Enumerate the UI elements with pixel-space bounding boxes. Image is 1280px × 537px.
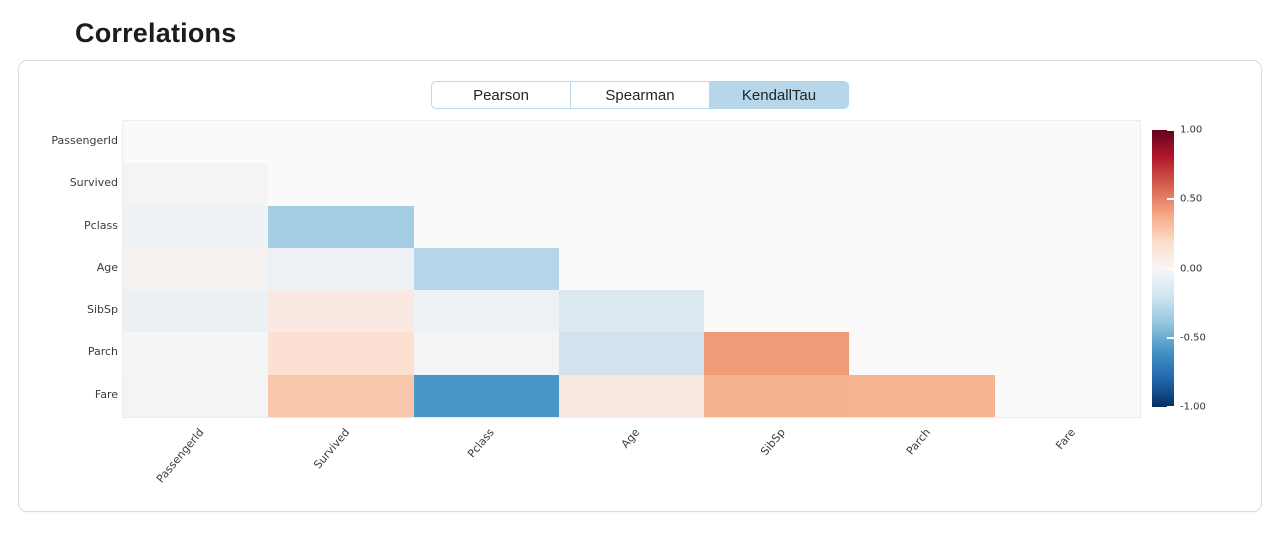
heatmap-cell-fare-survived [268, 374, 414, 417]
heatmap-cell-sibsp-age [558, 290, 705, 333]
heatmap-cell-parch-passengerid [123, 332, 269, 375]
colorbar-tick [1167, 129, 1174, 131]
y-axis-label-passengerid: PassengerId [51, 134, 118, 147]
heatmap-cell-pclass-passengerid [123, 205, 269, 248]
y-axis-label-pclass: Pclass [84, 218, 118, 232]
heatmap-cell-parch-age [558, 332, 705, 375]
heatmap-cell-sibsp-survived [268, 290, 414, 333]
colorbar-tick-label: 0.00 [1180, 263, 1203, 274]
tab-kendalltau[interactable]: KendallTau [709, 81, 849, 109]
heatmap-cell-fare-parch [849, 374, 995, 417]
colorbar-tick [1167, 198, 1174, 201]
heatmap-cell-age-passengerid [123, 247, 269, 291]
x-axis-label-pclass: Pclass [465, 426, 498, 461]
y-axis-label-fare: Fare [94, 387, 118, 401]
y-axis-label-sibsp: SibSp [87, 303, 118, 317]
x-axis-label-age: Age [618, 426, 643, 451]
heatmap-cell-age-survived [268, 247, 414, 291]
tab-spearman[interactable]: Spearman [570, 81, 710, 109]
colorbar-tick [1167, 267, 1174, 270]
colorbar-tick [1167, 406, 1174, 408]
x-axis-label-parch: Parch [903, 426, 934, 458]
heatmap-cell-sibsp-pclass [413, 290, 559, 333]
heatmap-cell-fare-pclass [413, 374, 559, 417]
colorbar-tick [1167, 336, 1174, 339]
y-axis-label-survived: Survived [69, 176, 118, 190]
correlation-method-tabs: Pearson Spearman KendallTau [431, 81, 849, 109]
heatmap-cell-pclass-survived [268, 205, 414, 248]
heatmap-cell-fare-sibsp [704, 374, 850, 417]
heatmap-cell-fare-age [558, 374, 705, 417]
x-axis-label-passengerid: PassengerId [153, 426, 207, 486]
correlation-heatmap-figure: PassengerId Survived Pclass Age SibSp Parch Fa… [19, 61, 1261, 511]
heatmap-cell-fare-passengerid [123, 374, 269, 417]
y-axis-labels: PassengerId Survived Pclass Age SibSp Parch Fa… [31, 120, 118, 416]
colorbar [1152, 129, 1174, 408]
y-axis-label-age: Age [96, 260, 118, 274]
colorbar-tick-label: -1.00 [1180, 401, 1206, 413]
heatmap-cell-age-pclass [413, 247, 559, 291]
x-axis-label-sibsp: SibSp [757, 426, 788, 459]
correlations-card: Pearson Spearman KendallTau PassengerId S… [18, 60, 1262, 512]
heatmap-cell-parch-sibsp [704, 332, 850, 375]
tab-pearson[interactable]: Pearson [431, 81, 571, 109]
x-axis-labels: PassengerId Survived Pclass Age SibSp Parch Fa… [122, 422, 1139, 502]
heatmap-plot-area [122, 120, 1141, 418]
heatmap-cell-parch-pclass [413, 332, 559, 375]
colorbar-tick-label: -0.50 [1180, 332, 1206, 344]
page-title: Correlations [75, 18, 237, 48]
heatmap-cell-survived-passengerid [123, 163, 269, 206]
colorbar-tick-label: 0.50 [1180, 193, 1203, 205]
colorbar-tick-labels: 1.00 0.50 0.00 -0.50 -1.00 [1180, 125, 1240, 413]
heatmap-cell-sibsp-passengerid [123, 290, 269, 333]
x-axis-label-fare: Fare [1053, 426, 1079, 453]
x-axis-label-survived: Survived [310, 426, 352, 472]
y-axis-label-parch: Parch [87, 345, 118, 359]
colorbar-tick-label: 1.00 [1180, 124, 1203, 136]
heatmap-cell-parch-survived [268, 332, 414, 375]
